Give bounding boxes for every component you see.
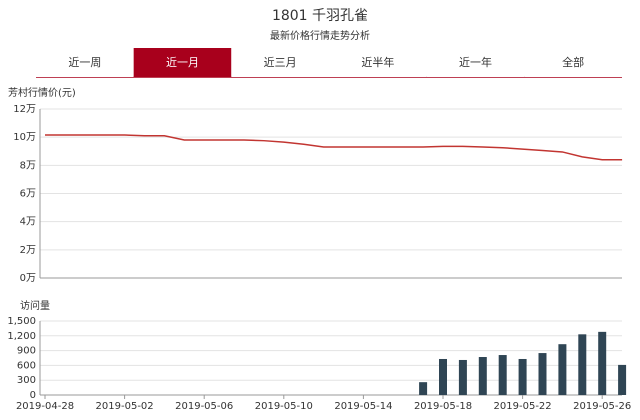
y-tick-label: 10万 [13, 132, 36, 143]
x-tick-label: 2019-05-14 [334, 401, 392, 412]
tab[interactable] [426, 48, 525, 77]
y-tick-label: 2万 [20, 245, 36, 256]
y-tick-label: 1,200 [7, 331, 36, 342]
y-tick-label: 600 [17, 360, 36, 371]
x-tick-label: 2019-05-10 [255, 401, 313, 412]
bar [618, 364, 627, 395]
tab[interactable] [36, 48, 134, 77]
tab[interactable] [231, 48, 329, 77]
bar [419, 382, 428, 395]
tab-label[interactable]: 近半年 [361, 55, 394, 69]
tab-label[interactable]: 近一周 [68, 56, 101, 69]
x-tick-label: 2019-05-02 [96, 401, 154, 412]
x-tick-label: 2019-04-28 [16, 401, 74, 412]
y-axis-label: 芳村行情价(元) [8, 86, 76, 99]
tab[interactable] [329, 48, 427, 77]
bar [498, 355, 507, 395]
tab-label[interactable]: 近三月 [264, 56, 297, 69]
x-tick-label: 2019-05-22 [494, 401, 552, 412]
bar [558, 344, 567, 395]
y-tick-label: 4万 [20, 217, 36, 228]
tab-label[interactable]: 全部 [562, 55, 584, 69]
bar [518, 358, 527, 395]
y-tick-label: 300 [17, 375, 36, 386]
y-tick-label: 1,500 [7, 316, 36, 327]
bar [598, 331, 607, 395]
price-line [45, 134, 623, 161]
y-tick-label: 12万 [13, 104, 36, 115]
x-tick-label: 2019-05-18 [414, 401, 472, 412]
bar [439, 358, 447, 395]
x-tick-label: 2019-05-26 [573, 401, 631, 412]
y-tick-label: 0万 [20, 273, 36, 284]
bar [538, 353, 547, 395]
tab[interactable] [524, 48, 622, 77]
y-axis-label: 访问量 [20, 299, 50, 312]
y-tick-label: 900 [17, 346, 36, 357]
page-title: 1801 千羽孔雀 [272, 8, 368, 24]
bar [458, 359, 467, 395]
tab[interactable] [133, 48, 232, 77]
bar [578, 334, 587, 395]
bar [478, 357, 487, 395]
y-tick-label: 6万 [20, 189, 36, 200]
tab-label[interactable]: 近一月 [166, 56, 199, 69]
y-tick-label: 8万 [20, 160, 36, 171]
page-subtitle: 最新价格行情走势分析 [270, 29, 370, 42]
y-tick-label: 0 [30, 390, 36, 401]
x-tick-label: 2019-05-06 [175, 401, 233, 412]
tab-label[interactable]: 近一年 [459, 55, 492, 69]
